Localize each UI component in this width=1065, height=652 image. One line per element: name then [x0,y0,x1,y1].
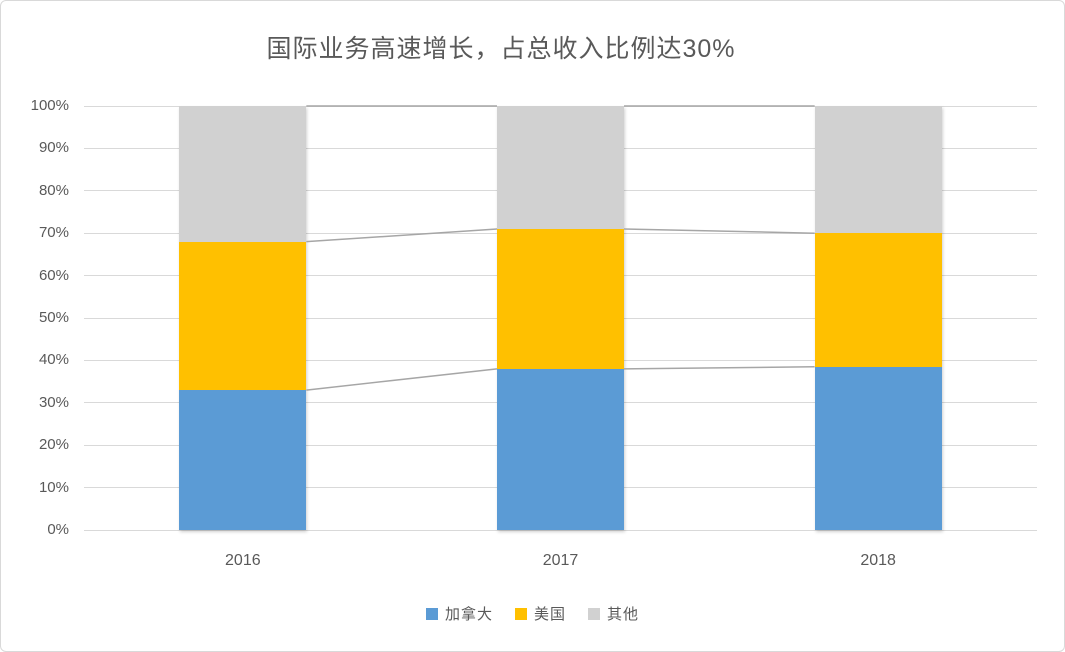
y-axis-tick-label: 30% [38,393,69,411]
chart-title: 国际业务高速增长，占总收入比例达30% [266,35,736,63]
legend-label: 加拿大 [444,606,493,623]
y-axis-tick-label: 70% [38,224,69,242]
y-axis-tick-label: 60% [38,266,69,284]
bar-column [497,106,624,530]
y-axis: 0% 10% 20% 30% 40% 50% 60% 70% 80% 90% 100% [1,97,84,538]
bar-segment [179,390,307,530]
y-axis-tick-label: 90% [38,139,69,157]
y-axis-tick-label: 50% [38,309,69,326]
y-axis-tick-label: 100% [30,97,69,114]
series-connector-line [623,228,815,234]
bar-segment [814,233,942,367]
y-axis-tick-label: 10% [38,478,69,496]
legend-item: 其他 [588,603,639,624]
bar-segment [814,366,942,530]
bar-column [179,106,307,530]
legend-swatch [425,607,438,620]
bar-segment [497,228,624,369]
bar-segment [497,368,624,530]
legend-item: 加拿大 [425,603,493,624]
x-axis: 2016 2017 2018 [84,552,1037,574]
legend-swatch [514,607,527,620]
gridline [84,529,1037,531]
x-axis-label: 2018 [860,552,896,569]
y-axis-tick-label: 0% [47,521,69,538]
legend: 加拿大 美国 其他 [1,603,1064,624]
x-axis-label: 2016 [225,552,261,569]
y-axis-tick-label: 20% [38,436,69,454]
series-connector-lines [306,105,815,391]
y-axis-tick-label: 40% [38,351,69,369]
bar-segment [179,241,307,391]
bar-segment [814,106,942,234]
legend-label: 美国 [533,606,566,623]
bar-segment [179,106,307,242]
legend-label: 其他 [607,606,640,623]
series-connector-line [306,368,498,391]
plot-area [84,105,1037,531]
legend-item: 美国 [514,603,566,624]
legend-swatch [588,607,600,620]
bar-column [814,106,942,530]
bar-segment [497,106,624,229]
x-axis-label: 2017 [542,552,579,569]
series-connector-line [623,366,815,370]
series-connector-line [306,228,498,243]
y-axis-tick-label: 80% [38,181,69,199]
